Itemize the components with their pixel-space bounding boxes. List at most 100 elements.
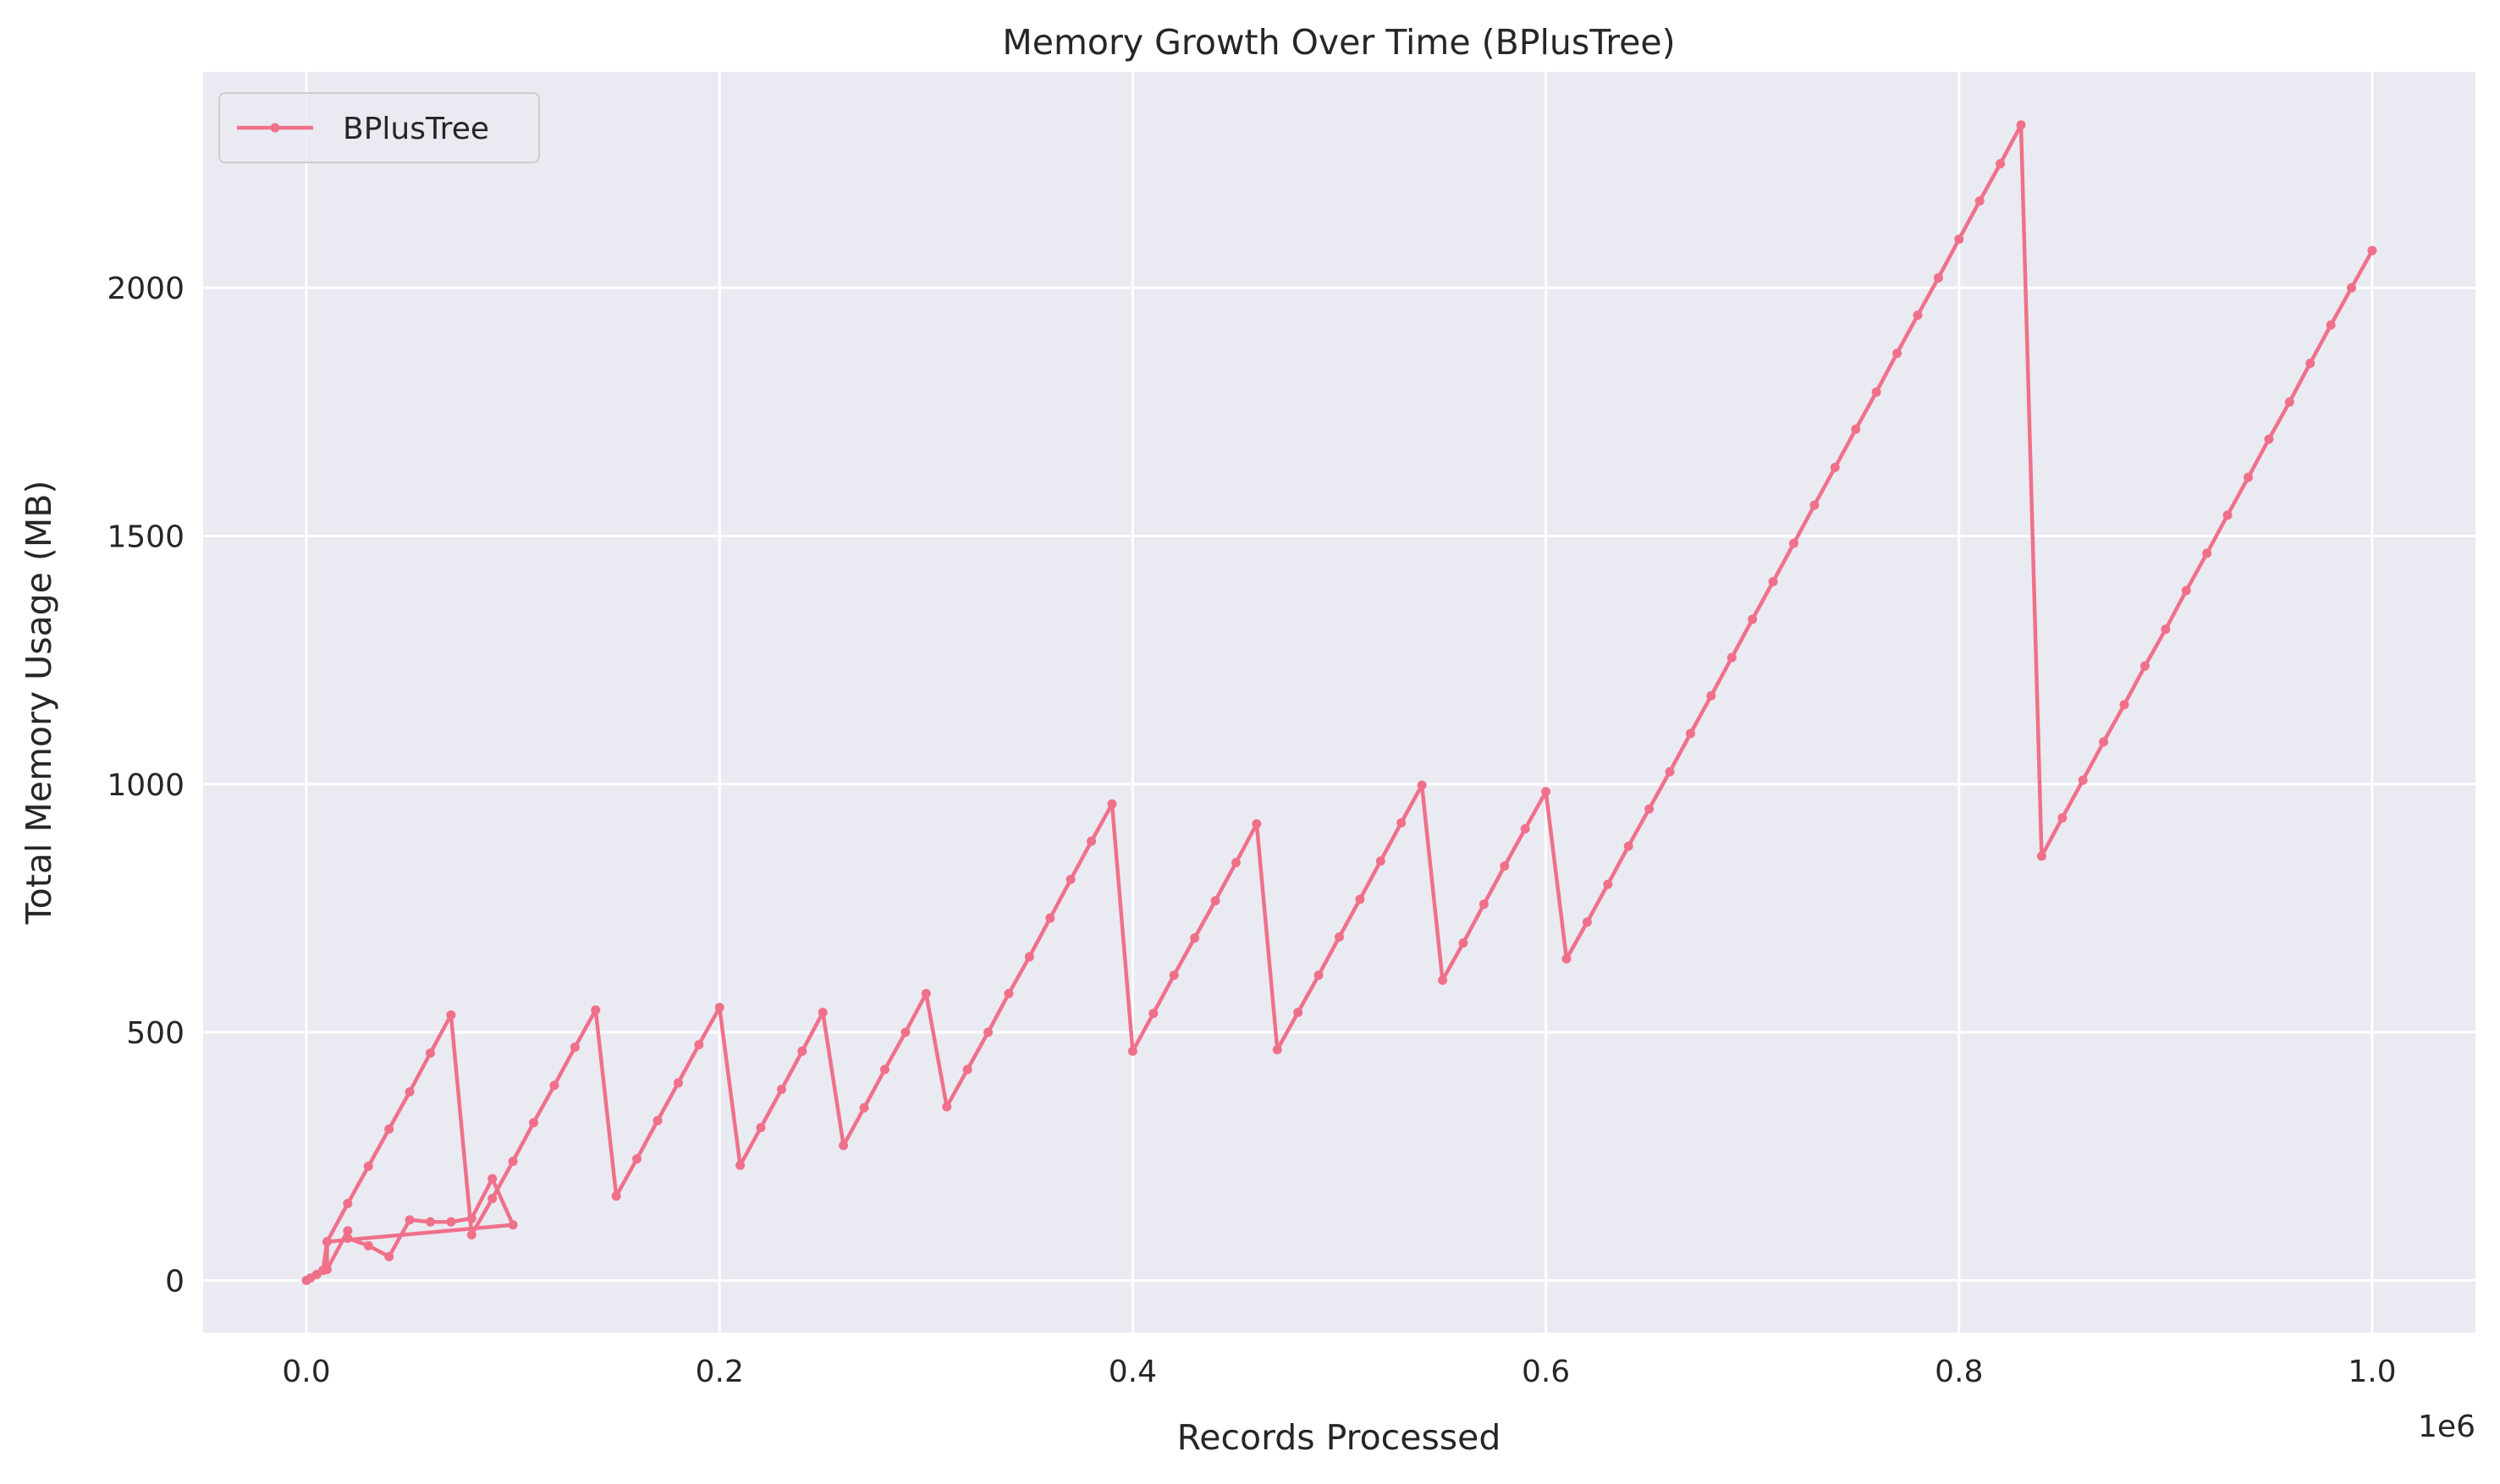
- data-point: [322, 1237, 332, 1247]
- data-point: [1417, 780, 1427, 790]
- x-tick-label: 0.6: [1522, 1355, 1570, 1389]
- data-point: [570, 1042, 580, 1053]
- data-point: [1500, 861, 1510, 871]
- data-point: [1541, 787, 1551, 797]
- data-point: [1272, 1045, 1282, 1055]
- data-point: [1066, 874, 1076, 884]
- data-point: [2284, 397, 2294, 407]
- data-point: [363, 1161, 373, 1171]
- data-point: [1974, 196, 1985, 206]
- data-point: [1933, 272, 1943, 283]
- data-point: [363, 1240, 373, 1250]
- data-point: [714, 1003, 724, 1013]
- data-point: [983, 1027, 994, 1037]
- data-point: [653, 1116, 663, 1126]
- legend-marker-swatch: [270, 123, 280, 133]
- data-point: [2078, 775, 2088, 785]
- data-point: [859, 1102, 869, 1113]
- data-point: [756, 1123, 766, 1133]
- data-point: [880, 1064, 889, 1075]
- data-point: [2119, 700, 2129, 710]
- data-point: [1809, 500, 1820, 510]
- data-point: [508, 1157, 518, 1167]
- data-point: [591, 1005, 601, 1015]
- data-point: [2244, 472, 2253, 482]
- grid-lines: [203, 72, 2475, 1333]
- data-point: [1789, 538, 1798, 548]
- data-point: [1706, 690, 1716, 701]
- data-point: [508, 1220, 518, 1230]
- data-point: [1190, 933, 1200, 943]
- series-layer: [301, 120, 2377, 1285]
- data-point: [1169, 970, 1179, 981]
- data-point: [776, 1085, 786, 1095]
- legend-box: [218, 92, 540, 163]
- y-tick-label: 0: [165, 1264, 184, 1299]
- data-point: [673, 1078, 683, 1088]
- data-point: [2181, 585, 2191, 596]
- data-point: [2099, 737, 2109, 747]
- data-point: [942, 1102, 952, 1112]
- data-point: [1603, 879, 1613, 889]
- data-point: [797, 1046, 807, 1056]
- data-point: [1313, 970, 1324, 981]
- data-point: [1665, 767, 1675, 777]
- data-point: [405, 1086, 415, 1097]
- data-point: [2202, 548, 2212, 558]
- data-point: [384, 1251, 394, 1261]
- y-axis-label: Total Memory Usage (MB): [19, 481, 59, 926]
- data-point: [487, 1194, 498, 1204]
- data-point: [487, 1173, 498, 1184]
- data-point: [1438, 976, 1448, 986]
- tick-labels: 0.0 0.2 0.4 0.6 0.8 1.0 0 500 1000 1500 2000: [107, 272, 2396, 1389]
- data-point: [1293, 1008, 1303, 1018]
- data-point: [2016, 120, 2026, 130]
- y-tick-label: 500: [126, 1016, 184, 1051]
- data-point: [2264, 434, 2274, 444]
- data-point: [466, 1229, 476, 1239]
- y-tick-label: 2000: [107, 272, 184, 306]
- data-point: [962, 1064, 972, 1075]
- data-point: [839, 1140, 849, 1151]
- data-point: [1252, 819, 1262, 829]
- data-point: [384, 1124, 394, 1134]
- data-point: [611, 1191, 621, 1201]
- data-point: [466, 1213, 476, 1223]
- data-point: [2161, 624, 2171, 635]
- data-point: [1520, 824, 1530, 834]
- data-point: [529, 1118, 539, 1128]
- data-point: [1748, 614, 1758, 624]
- chart-title: Memory Growth Over Time (BPlusTree): [1002, 22, 1675, 63]
- data-point: [1024, 952, 1034, 962]
- data-point: [1830, 463, 1840, 473]
- data-point: [549, 1080, 559, 1091]
- data-point: [818, 1008, 828, 1018]
- data-point: [1375, 856, 1385, 866]
- legend: BPlusTree: [218, 92, 540, 163]
- data-point: [1458, 938, 1468, 948]
- data-point: [1231, 857, 1241, 867]
- data-point: [1210, 896, 1220, 906]
- data-point: [2305, 358, 2316, 368]
- data-point: [1913, 310, 1923, 320]
- x-tick-label: 1.0: [2348, 1355, 2396, 1389]
- data-point: [405, 1215, 415, 1225]
- x-axis-offset-text: 1e6: [2418, 1410, 2475, 1444]
- data-point: [2036, 851, 2046, 861]
- data-point: [322, 1265, 332, 1274]
- y-tick-label: 1000: [107, 768, 184, 803]
- data-point: [735, 1160, 746, 1170]
- data-point: [1127, 1046, 1137, 1056]
- data-point: [921, 988, 931, 998]
- y-tick-label: 1500: [107, 519, 184, 554]
- data-point: [1685, 728, 1695, 739]
- series-line-bplustree: [304, 123, 2375, 1283]
- data-point: [426, 1048, 435, 1058]
- x-axis-label: Records Processed: [1177, 1417, 1501, 1458]
- legend-label-bplustree: BPlusTree: [343, 112, 489, 146]
- data-point: [343, 1234, 353, 1244]
- data-point: [1479, 899, 1489, 910]
- data-point: [1871, 387, 1881, 397]
- data-point: [1148, 1009, 1159, 1019]
- data-point: [1355, 894, 1365, 904]
